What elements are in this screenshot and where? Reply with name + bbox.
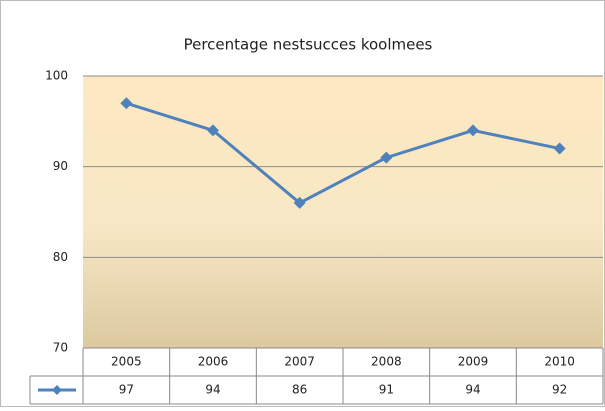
table-value: 86 (292, 383, 307, 397)
marker (293, 196, 306, 209)
marker (380, 151, 393, 164)
legend-key-marker (52, 385, 62, 395)
plot-area (83, 76, 603, 348)
x-tick-label: 2008 (371, 355, 402, 369)
y-tick-label: 90 (53, 159, 68, 173)
table-value: 94 (465, 383, 480, 397)
marker (120, 97, 133, 110)
y-tick-label: 100 (45, 69, 68, 83)
y-tick-label: 80 (53, 250, 68, 264)
chart-title: Percentage nestsucces koolmees (184, 36, 433, 54)
marker (467, 124, 479, 137)
x-tick-label: 2005 (111, 355, 142, 369)
table-value: 97 (119, 383, 134, 397)
table-value: 91 (379, 383, 394, 397)
y-tick-label: 70 (53, 341, 68, 355)
series-line (125, 101, 560, 205)
x-tick-label: 2006 (198, 355, 229, 369)
x-tick-label: 2007 (284, 355, 315, 369)
table-value: 92 (552, 383, 567, 397)
marker (553, 142, 566, 155)
x-tick-label: 2009 (458, 355, 489, 369)
x-tick-label: 2010 (544, 355, 575, 369)
marker (207, 124, 219, 137)
table-value: 94 (205, 383, 220, 397)
